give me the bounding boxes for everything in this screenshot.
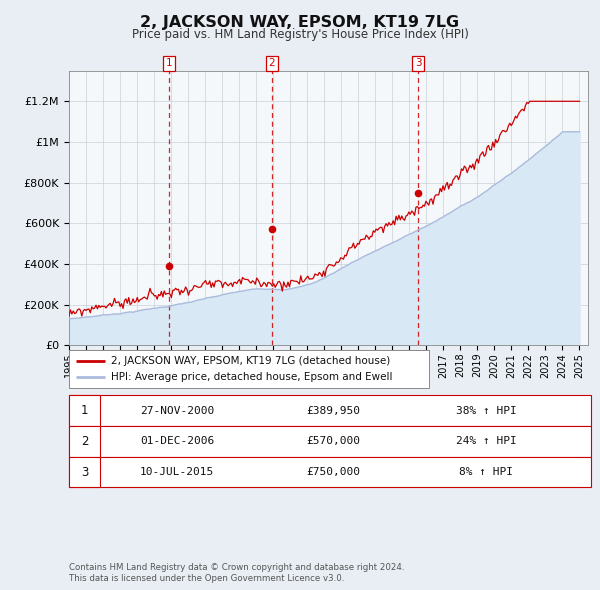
Text: 2, JACKSON WAY, EPSOM, KT19 7LG: 2, JACKSON WAY, EPSOM, KT19 7LG (140, 15, 460, 30)
Text: 27-NOV-2000: 27-NOV-2000 (140, 406, 214, 415)
Text: 01-DEC-2006: 01-DEC-2006 (140, 437, 214, 446)
Text: 2: 2 (81, 435, 88, 448)
Text: 3: 3 (415, 58, 421, 68)
Text: 8% ↑ HPI: 8% ↑ HPI (459, 467, 513, 477)
Text: £389,950: £389,950 (306, 406, 360, 415)
Text: 2: 2 (269, 58, 275, 68)
Text: £750,000: £750,000 (306, 467, 360, 477)
Text: 2, JACKSON WAY, EPSOM, KT19 7LG (detached house): 2, JACKSON WAY, EPSOM, KT19 7LG (detache… (111, 356, 390, 366)
Text: Contains HM Land Registry data © Crown copyright and database right 2024.: Contains HM Land Registry data © Crown c… (69, 563, 404, 572)
Text: 3: 3 (81, 466, 88, 478)
Text: 38% ↑ HPI: 38% ↑ HPI (455, 406, 517, 415)
Text: 1: 1 (166, 58, 173, 68)
Text: £570,000: £570,000 (306, 437, 360, 446)
Text: HPI: Average price, detached house, Epsom and Ewell: HPI: Average price, detached house, Epso… (111, 372, 392, 382)
Text: Price paid vs. HM Land Registry's House Price Index (HPI): Price paid vs. HM Land Registry's House … (131, 28, 469, 41)
Text: This data is licensed under the Open Government Licence v3.0.: This data is licensed under the Open Gov… (69, 573, 344, 583)
Text: 10-JUL-2015: 10-JUL-2015 (140, 467, 214, 477)
Text: 24% ↑ HPI: 24% ↑ HPI (455, 437, 517, 446)
Text: 1: 1 (81, 404, 88, 417)
